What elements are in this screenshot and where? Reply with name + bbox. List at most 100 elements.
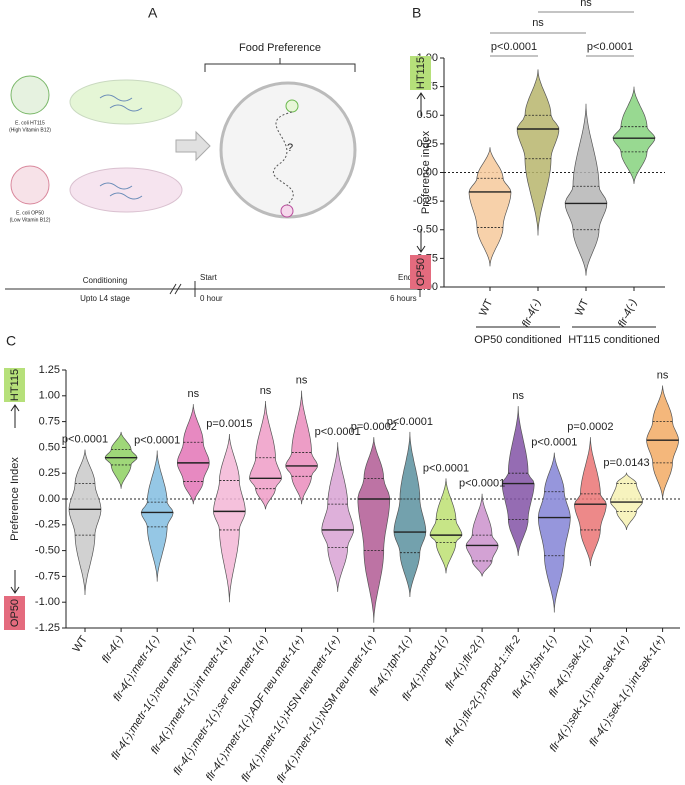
significance-label: ns [512,390,524,402]
arrow [416,92,426,116]
significance-label: p=0.0002 [351,421,397,433]
violin [140,450,174,582]
strain-label: E. coli HT115 [15,120,45,126]
y-tick-label: -0.25 [35,519,60,531]
arrow [10,570,20,594]
label-box [410,255,431,289]
x-tick-label: WT [71,633,91,654]
y-tick-label: 0.50 [39,441,60,453]
comparison-label: ns [580,0,592,9]
violin [612,86,656,184]
y-tick-label: -0.25 [413,195,438,207]
start-label: Start [200,273,218,282]
y-tick-label: -0.50 [35,545,60,557]
y-tick-label: -1.00 [35,596,60,608]
violin [285,390,318,505]
food-spot [285,99,299,113]
y-tick-label: 0.25 [39,467,60,479]
x-tick-label: WT [477,297,495,318]
y-tick-label: 0.25 [417,138,438,150]
track [273,111,294,206]
panel-label: C [6,333,16,349]
significance-label: p<0.0001 [459,478,505,490]
arrow [175,130,211,162]
violin [177,404,210,505]
y-tick-label: 0.75 [39,416,60,428]
top-label: HT115 [9,369,21,401]
significance-label: p<0.0001 [134,434,180,446]
violin [646,385,679,500]
significance-label: p<0.0001 [531,436,577,448]
worms [99,182,143,200]
label-box [4,368,25,402]
y-tick-label: 0.00 [39,493,60,505]
question-mark: ? [287,142,293,154]
label-box [4,596,25,630]
violin [104,431,138,489]
bottom-label: OP50 [415,258,427,286]
y-tick-label: -0.75 [35,570,60,582]
strain-note: (Low Vitamin B12) [10,217,51,223]
violin [249,400,282,510]
comparison-label: p<0.0001 [491,41,537,53]
timeline-break [169,283,182,295]
significance-label: ns [187,388,199,400]
diagram-title: Food Preference [239,42,321,54]
x-tick-label: WT [573,297,591,318]
bacteria-icon [10,165,50,205]
y-tick-label: 1.25 [39,364,60,376]
group-label: OP50 conditioned [474,334,561,346]
end-label: End [398,273,412,282]
panel-a: A E. coli HT115 (High Vitamin B12) E. co… [5,5,421,303]
x-tick-label: flr-4(-) [100,633,126,665]
y-tick-label: 0.50 [417,109,438,121]
food-spot [280,204,294,218]
x-tick-label: flr-4(-) [520,297,544,329]
strain-label: E. coli OP50 [16,210,44,216]
violin [393,431,427,598]
comparison-label: p<0.0001 [587,41,633,53]
y-axis-label: Preference index [420,130,432,214]
significance-label: p<0.0001 [62,433,108,445]
violin [357,437,391,623]
arrow [10,404,20,428]
end-time: 6 hours [390,294,417,303]
violin [468,147,512,267]
bacteria-icon [10,75,50,115]
group-label: HT115 conditioned [568,334,660,346]
x-tick-label: flr-4(-);sek-1(-);int sek-1(+) [587,633,668,748]
violin [465,493,499,577]
worms [99,94,143,112]
arrow [416,229,426,253]
strain-note: (High Vitamin B12) [9,127,51,133]
significance-label: p=0.0002 [567,421,613,433]
significance-label: ns [296,375,308,387]
y-tick-label: 0.00 [417,166,438,178]
significance-label: p=0.0015 [206,418,252,430]
violin [501,406,535,556]
y-tick-label: -0.50 [413,224,438,236]
y-axis-label: Preference Index [9,457,21,541]
significance-label: p<0.0001 [423,462,469,474]
panel-label: B [412,5,421,21]
violin [68,449,102,596]
significance-label: ns [657,369,669,381]
violin [564,103,608,276]
petri-dish [69,79,183,125]
significance-label: ns [260,385,272,397]
x-tick-label: flr-4(-) [616,297,640,329]
stage-note: Upto L4 stage [80,294,130,303]
violin [574,437,607,567]
violin [537,452,571,613]
start-time: 0 hour [200,294,223,303]
significance-label: p<0.0001 [315,426,361,438]
significance-label: p<0.0001 [387,416,433,428]
bracket [204,58,356,72]
y-tick-label: 1.00 [39,390,60,402]
y-tick-label: -1.25 [35,622,60,634]
panel-label: A [148,5,158,21]
violin [429,478,463,574]
significance-label: p=0.0143 [603,457,649,469]
label-box [410,56,431,90]
